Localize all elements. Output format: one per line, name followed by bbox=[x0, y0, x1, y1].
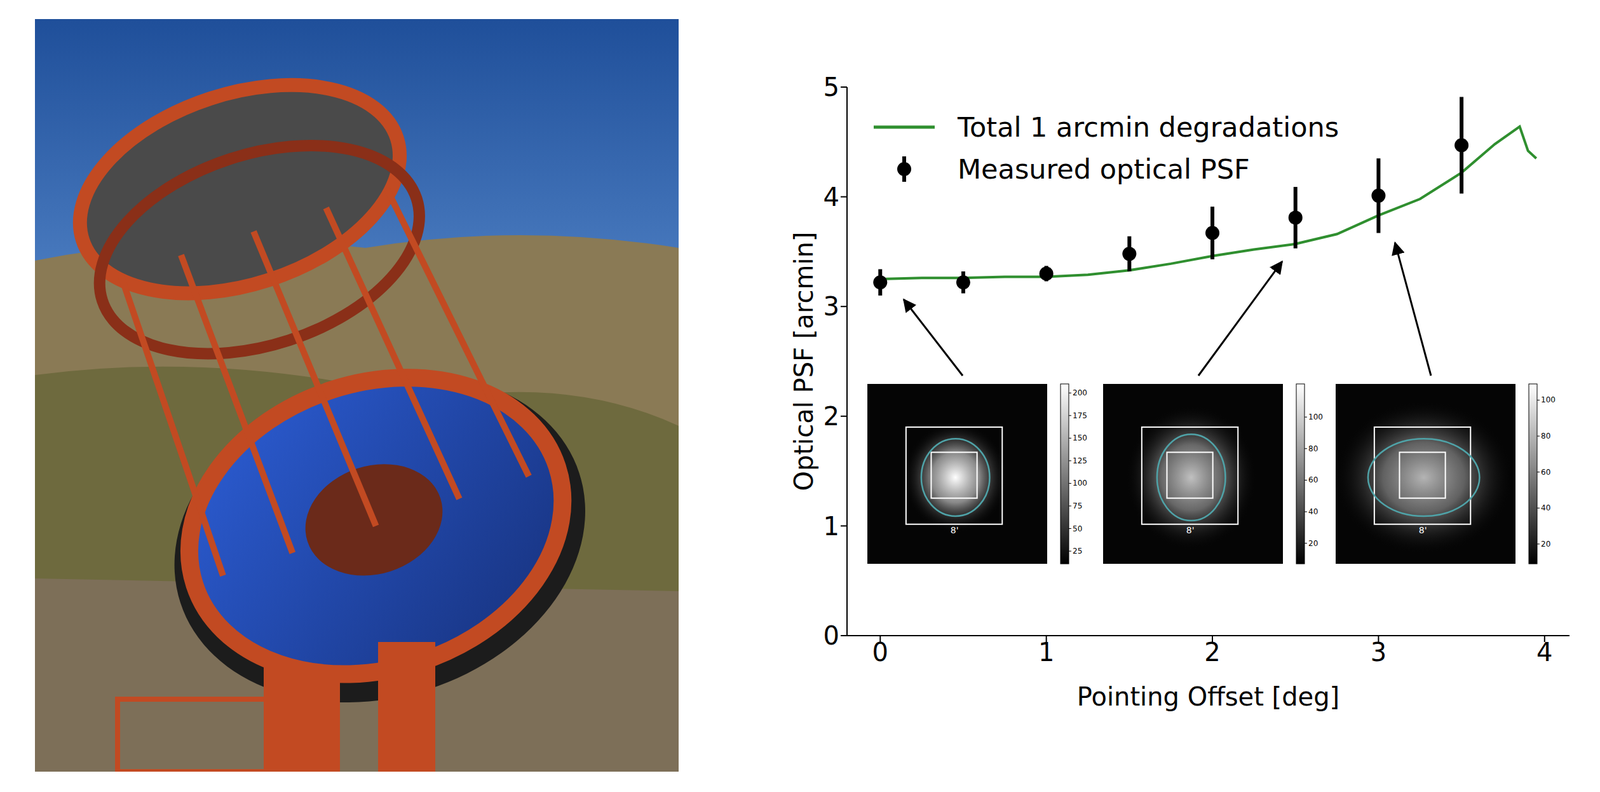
html-text:Total 1 arcmin degradations: Total 1 arcmin degradations bbox=[957, 111, 1339, 143]
svg-text:20: 20 bbox=[1540, 539, 1551, 549]
svg-text:40: 40 bbox=[1308, 507, 1318, 516]
html-text:Measured optical PSF: Measured optical PSF bbox=[957, 153, 1250, 185]
svg-text:100: 100 bbox=[1308, 412, 1323, 422]
svg-text:60: 60 bbox=[1308, 475, 1318, 485]
svg-text:0: 0 bbox=[872, 637, 889, 667]
svg-text:3: 3 bbox=[823, 291, 840, 321]
svg-text:2: 2 bbox=[823, 401, 840, 431]
svg-text:4: 4 bbox=[1536, 637, 1553, 667]
svg-text:25: 25 bbox=[1072, 546, 1083, 556]
svg-text:8': 8' bbox=[1418, 524, 1428, 536]
svg-text:20: 20 bbox=[1308, 538, 1318, 548]
svg-text:80: 80 bbox=[1540, 431, 1551, 441]
svg-text:175: 175 bbox=[1072, 411, 1088, 421]
svg-text:2: 2 bbox=[1204, 637, 1221, 667]
svg-text:75: 75 bbox=[1072, 501, 1083, 511]
svg-text:200: 200 bbox=[1072, 388, 1088, 398]
svg-text:3: 3 bbox=[1370, 637, 1387, 667]
svg-text:50: 50 bbox=[1072, 524, 1083, 534]
svg-text:Pointing Offset [deg]: Pointing Offset [deg] bbox=[1077, 681, 1340, 712]
svg-text:125: 125 bbox=[1072, 456, 1088, 466]
svg-text:1: 1 bbox=[1038, 637, 1055, 667]
svg-text:4: 4 bbox=[823, 182, 840, 212]
svg-text:8': 8' bbox=[950, 524, 959, 536]
svg-text:5: 5 bbox=[823, 72, 840, 102]
svg-text:1: 1 bbox=[823, 511, 840, 541]
svg-text:0: 0 bbox=[823, 620, 840, 651]
svg-text:40: 40 bbox=[1540, 503, 1551, 513]
svg-text:100: 100 bbox=[1540, 395, 1556, 405]
svg-text:8': 8' bbox=[1186, 524, 1195, 536]
svg-text:100: 100 bbox=[1072, 478, 1088, 488]
svg-text:150: 150 bbox=[1072, 433, 1088, 443]
svg-text:Optical PSF [arcmin]: Optical PSF [arcmin] bbox=[789, 231, 819, 492]
svg-text:80: 80 bbox=[1308, 444, 1318, 454]
svg-text:60: 60 bbox=[1540, 467, 1551, 477]
